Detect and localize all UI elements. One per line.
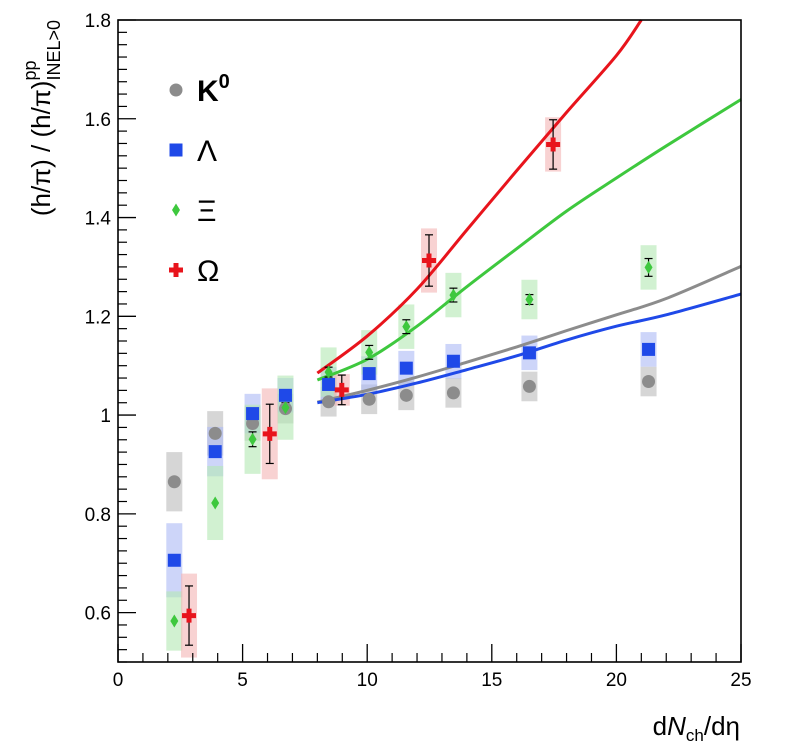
data-point-xi [365, 345, 374, 359]
y-tick-label: 0.8 [85, 505, 111, 526]
x-axis-label-sub: ch [686, 726, 704, 745]
legend-marker-xi [172, 203, 180, 217]
data-point-lambda [246, 407, 260, 421]
y-tick-label: 1.6 [85, 110, 111, 131]
data-point-k0 [167, 475, 181, 489]
y-tick-label: 1 [100, 406, 111, 427]
model-curve-k0 [317, 265, 742, 404]
data-point-lambda [167, 553, 181, 567]
legend: K0 ΛΞΩ [169, 71, 230, 288]
axis-ticks [117, 19, 742, 663]
data-point-lambda [399, 361, 413, 375]
data-point-omega [422, 253, 437, 268]
data-point-lambda [522, 346, 536, 360]
data-point-k0 [446, 386, 460, 400]
data-point-k0 [362, 392, 376, 406]
data-point-k0 [246, 416, 260, 430]
legend-label-lambda: Λ [197, 135, 217, 168]
model-curve-lambda [317, 292, 742, 405]
data-point-omega [182, 608, 197, 623]
data-point-xi [170, 614, 179, 628]
data-point-k0 [208, 426, 222, 440]
data-point-k0 [522, 379, 536, 393]
data-point-k0 [642, 374, 656, 388]
x-tick-label: 5 [237, 670, 248, 691]
y-tick-label: 1.2 [85, 307, 111, 328]
data-point-omega [262, 426, 277, 441]
y-tick-label: 1.8 [85, 11, 111, 32]
legend-label-omega: Ω [197, 255, 219, 288]
model-curve-omega [316, 19, 643, 375]
data-point-xi [525, 293, 534, 307]
data-point-xi [449, 288, 458, 302]
data-point-k0 [399, 388, 413, 402]
data-point-xi [248, 432, 257, 446]
y-tick-label: 1.4 [85, 209, 112, 230]
legend-label-xi: Ξ [197, 195, 217, 228]
y-tick-label: 0.6 [85, 604, 111, 625]
x-tick-label: 25 [730, 670, 751, 691]
y-axis-label: (h/π) / (h/π)INEL>0pp [20, 20, 64, 216]
y-axis-label-main: (h/π) / (h/π) [26, 81, 56, 217]
y-axis-label-sup: pp [20, 61, 40, 81]
x-tick-label: 0 [113, 670, 124, 691]
x-tick-label: 10 [357, 670, 378, 691]
data-point-k0 [322, 395, 336, 409]
data-point-xi [644, 260, 653, 274]
data-point-xi [281, 401, 290, 415]
x-axis-label-prefix: d [653, 711, 667, 741]
legend-label-k0: K0 [197, 71, 230, 108]
data-point-omega [546, 137, 561, 152]
data-point-lambda [642, 342, 656, 356]
legend-marker-lambda [169, 143, 183, 157]
legend-marker-omega [169, 263, 183, 277]
x-axis-label-suffix: /dη [704, 711, 740, 741]
x-tick-label: 20 [606, 670, 627, 691]
data-point-lambda [278, 388, 292, 402]
y-axis-label-sub: INEL>0 [44, 20, 64, 81]
model-curves [316, 19, 742, 405]
data-markers [167, 137, 656, 628]
data-point-omega [334, 382, 349, 397]
data-point-lambda [322, 377, 336, 391]
model-curve-xi [316, 98, 742, 382]
legend-marker-k0 [169, 83, 183, 97]
x-tick-label: 15 [481, 670, 502, 691]
data-point-xi [402, 320, 411, 334]
axis-tick-labels: 0 5 10 15 20 25 0.6 0.8 1 1.2 1.4 1.6 1.8 [85, 11, 752, 691]
x-axis-label-var: N [667, 711, 686, 741]
data-point-xi [211, 496, 220, 510]
x-axis-label: dNch/dη [653, 711, 740, 745]
data-point-lambda [208, 445, 222, 459]
data-point-lambda [446, 354, 460, 368]
data-point-xi [324, 365, 333, 379]
data-point-lambda [362, 367, 376, 381]
